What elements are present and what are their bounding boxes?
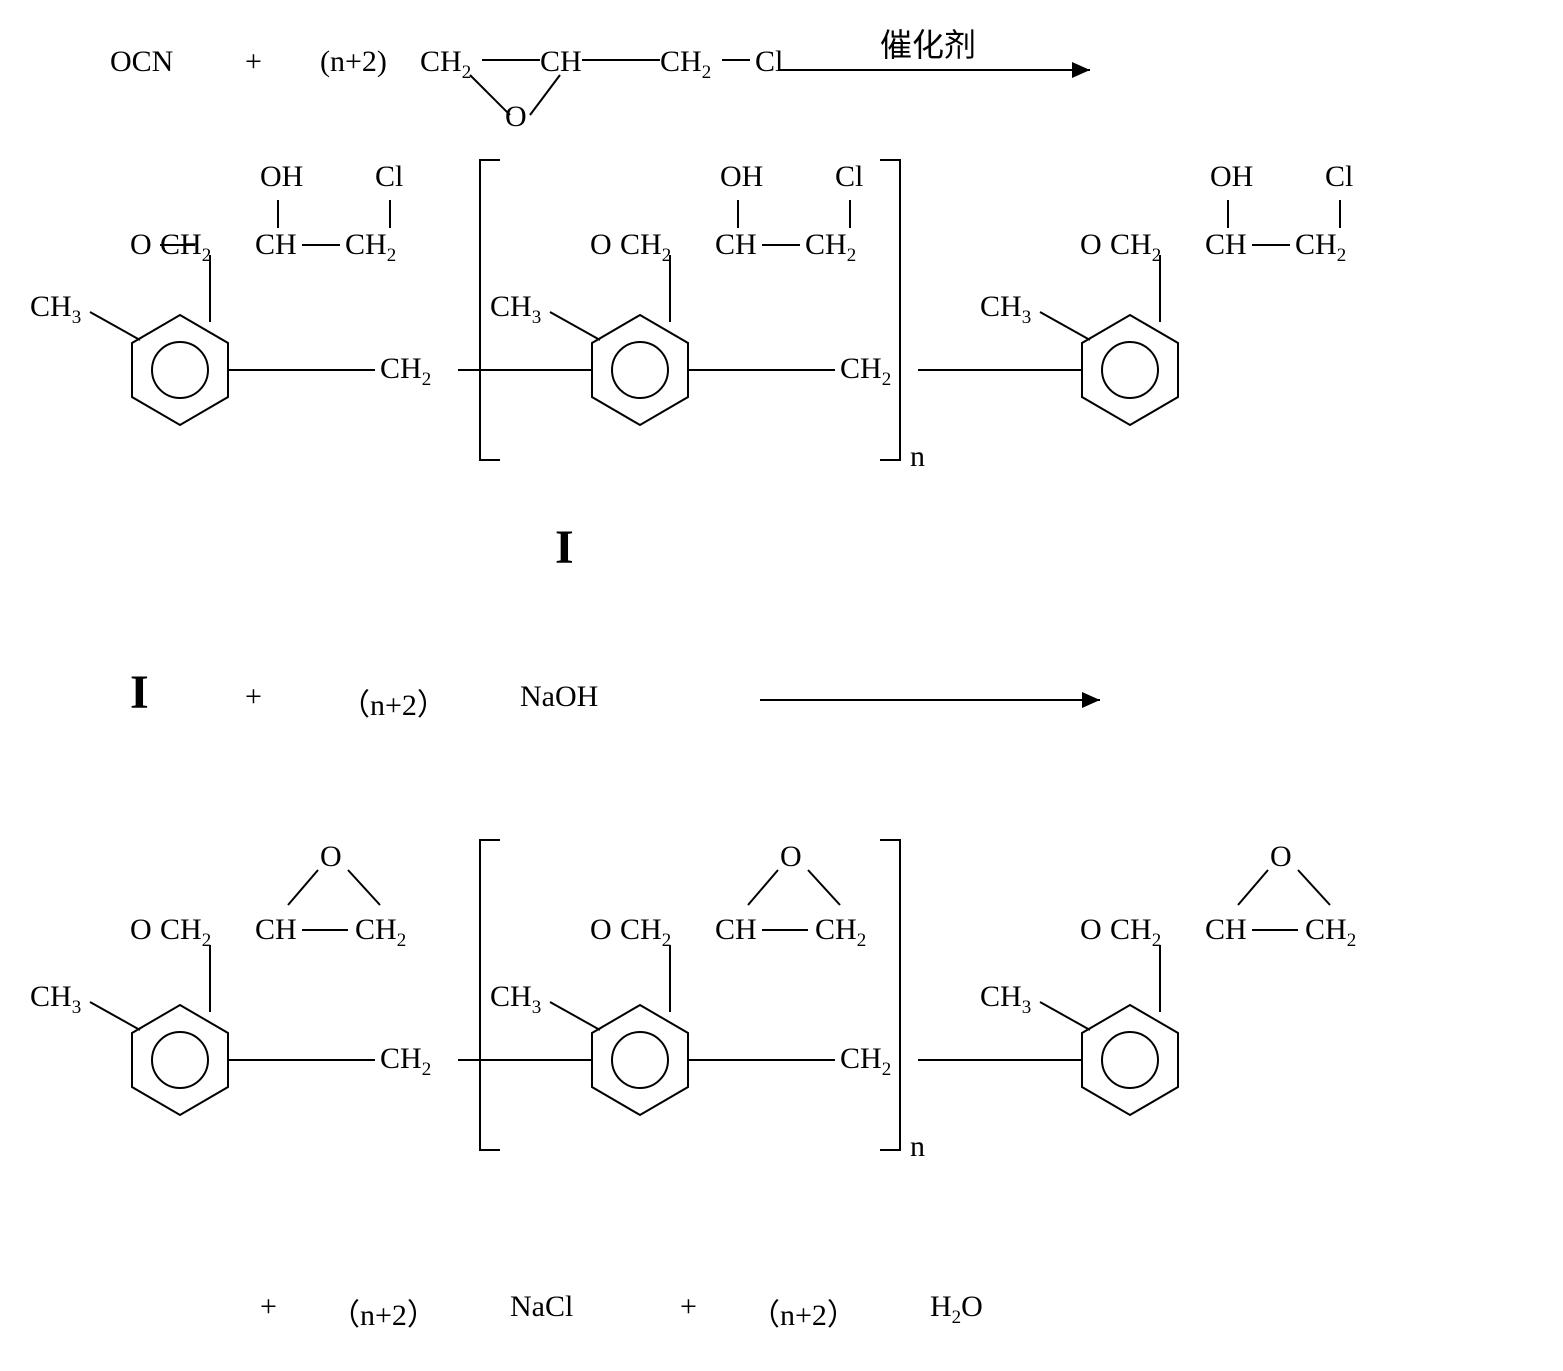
uc-ch3: CH3 [980, 290, 1031, 329]
ub-ch2b: CH2 [805, 228, 856, 267]
reactant-ocn: OCN [110, 45, 173, 79]
ue-epo-o: O [780, 840, 802, 874]
uc-cl: Cl [1325, 160, 1353, 194]
byprod-plus2: + [680, 1290, 697, 1324]
ua-ch: CH [255, 228, 297, 262]
byprod-plus1: + [260, 1290, 277, 1324]
ud-epo-o: O [320, 840, 342, 874]
uf-ch3: CH3 [980, 980, 1031, 1019]
byprod-coeff2: （n+2） [750, 1290, 857, 1334]
byprod-nacl: NaCl [510, 1290, 573, 1324]
ud-o: O [130, 913, 152, 947]
ub-cl: Cl [835, 160, 863, 194]
ud-ch2b: CH2 [355, 913, 406, 952]
ud-ch3: CH3 [30, 980, 81, 1019]
catalyst-label: 催化剂 [880, 20, 976, 66]
epi-ch: CH [540, 45, 582, 79]
coeff-1: (n+2) [320, 45, 387, 79]
uc-oh: OH [1210, 160, 1253, 194]
ue-ch3: CH3 [490, 980, 541, 1019]
ud-bridge: CH2 [380, 1042, 431, 1081]
uf-epo-o: O [1270, 840, 1292, 874]
repeat-n-2: n [910, 1130, 925, 1164]
ub-o: O [590, 228, 612, 262]
byprod-h2o: H2O [930, 1290, 983, 1329]
epi-ch2l: CH2 [420, 45, 471, 84]
ub-bridge: CH2 [840, 352, 891, 391]
epi-cl: Cl [755, 45, 783, 79]
byprod-coeff1: （n+2） [330, 1290, 437, 1334]
ua-cl: Cl [375, 160, 403, 194]
ub-ch: CH [715, 228, 757, 262]
ud-ch: CH [255, 913, 297, 947]
reactant-i: I [130, 665, 149, 720]
ua-ch3: CH3 [30, 290, 81, 329]
plus-2: + [245, 680, 262, 714]
ub-oh: OH [720, 160, 763, 194]
ub-ch3: CH3 [490, 290, 541, 329]
uf-ch2b: CH2 [1305, 913, 1356, 952]
ue-o: O [590, 913, 612, 947]
epi-o: O [505, 100, 527, 134]
uc-ch2a: CH2 [1110, 228, 1161, 267]
ue-ch2b: CH2 [815, 913, 866, 952]
marker-i-1: I [555, 520, 574, 575]
linework [0, 0, 1563, 1371]
ua-oh: OH [260, 160, 303, 194]
naoh: NaOH [520, 680, 598, 714]
ue-ch: CH [715, 913, 757, 947]
epi-ch2r: CH2 [660, 45, 711, 84]
coeff-2: （n+2） [340, 680, 447, 724]
ua-ch2a: CH2 [160, 228, 211, 267]
diagram-root: OCN + (n+2) CH2 CH CH2 Cl O 催化剂 OH Cl O … [0, 0, 1563, 1371]
repeat-n-1: n [910, 440, 925, 474]
uf-ch: CH [1205, 913, 1247, 947]
uf-ch2a: CH2 [1110, 913, 1161, 952]
ud-ch2a: CH2 [160, 913, 211, 952]
ue-ch2a: CH2 [620, 913, 671, 952]
ub-ch2a: CH2 [620, 228, 671, 267]
uc-ch: CH [1205, 228, 1247, 262]
uc-o: O [1080, 228, 1102, 262]
ua-ch2b: CH2 [345, 228, 396, 267]
uc-ch2b: CH2 [1295, 228, 1346, 267]
uf-o: O [1080, 913, 1102, 947]
ua-o: O [130, 228, 152, 262]
plus-1: + [245, 45, 262, 79]
ua-bridge: CH2 [380, 352, 431, 391]
ue-bridge: CH2 [840, 1042, 891, 1081]
